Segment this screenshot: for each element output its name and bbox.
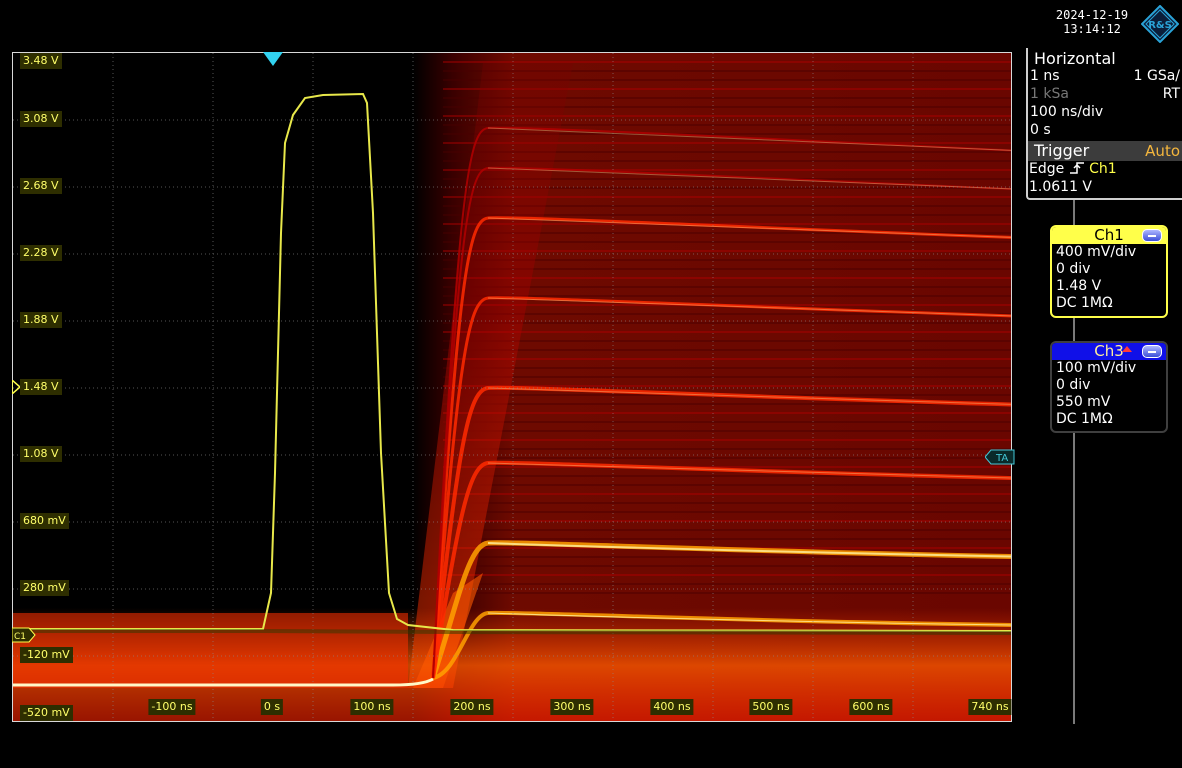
ta-marker-label: TA — [995, 453, 1008, 464]
ch1-ground-marker-icon[interactable]: C1 — [12, 627, 36, 643]
persistence-streaks — [443, 61, 1011, 594]
horizontal-row-resolution: 1 ns 1 GSa/ — [1030, 68, 1180, 85]
ch1-position: 0 div — [1056, 261, 1091, 277]
record-length-value: 1 kSa — [1030, 86, 1069, 102]
x-axis-label: 600 ns — [849, 699, 893, 715]
ch1-scale: 400 mV/div — [1056, 244, 1137, 260]
trigger-type: Edge — [1029, 161, 1065, 177]
y-axis-label: 1.88 V — [20, 312, 62, 328]
ch3-title: Ch3 — [1094, 342, 1124, 360]
ch3-coupling: DC 1MΩ — [1056, 411, 1113, 427]
x-axis-label: -100 ns — [148, 699, 196, 715]
date-text: 2024-12-19 — [1055, 8, 1129, 22]
ch3-offset: 550 mV — [1056, 394, 1111, 410]
horizontal-row-record: 1 kSa RT — [1030, 86, 1180, 103]
trigger-row-edge[interactable]: Edge Ch1 — [1029, 161, 1179, 178]
ch1-marker-label: C1 — [14, 632, 26, 642]
logo-text: R&S — [1148, 20, 1172, 31]
y-axis-label: -120 mV — [20, 647, 73, 663]
y-axis-label: 2.68 V — [20, 178, 62, 194]
trigger-title: Trigger — [1034, 141, 1090, 160]
ta-marker-icon[interactable]: TA — [985, 449, 1015, 465]
horizontal-panel[interactable]: Horizontal 1 ns 1 GSa/ 1 kSa RT 100 ns/d… — [1026, 48, 1182, 200]
y-axis-label: 280 mV — [20, 580, 69, 596]
waveform-display[interactable] — [12, 52, 1012, 722]
x-axis-label: 740 ns — [968, 699, 1012, 715]
ch1-title: Ch1 — [1094, 226, 1124, 244]
trigger-position-icon[interactable] — [263, 52, 283, 68]
ch1-minimize-button[interactable] — [1142, 229, 1162, 242]
ch1-header[interactable]: Ch1 — [1052, 227, 1166, 244]
ch3-position: 0 div — [1056, 377, 1091, 393]
ch3-header[interactable]: Ch3 — [1052, 343, 1166, 360]
ch3-settings-box[interactable]: Ch3 100 mV/div 0 div 550 mV DC 1MΩ — [1050, 341, 1168, 433]
ch1-trace-shadow — [13, 629, 1011, 635]
time-text: 13:14:12 — [1063, 22, 1121, 36]
baseline-band-left — [13, 613, 408, 688]
ch3-offscreen-up-icon — [1122, 346, 1132, 352]
x-axis-label: 400 ns — [650, 699, 694, 715]
rohde-schwarz-logo-icon: R&S — [1141, 5, 1179, 43]
acq-mode-value: RT — [1162, 86, 1180, 102]
gridlines — [13, 53, 1011, 721]
rising-edge-icon — [1069, 162, 1084, 174]
x-axis-label: 300 ns — [550, 699, 594, 715]
y-axis-label: 680 mV — [20, 513, 69, 529]
ch1-offset: 1.48 V — [1056, 278, 1102, 294]
ch3-scale: 100 mV/div — [1056, 360, 1137, 376]
time-scale-value: 100 ns/div — [1030, 104, 1104, 120]
y-axis-label: 3.08 V — [20, 111, 62, 127]
horizontal-title: Horizontal — [1034, 49, 1116, 68]
trigger-level-value: 1.0611 V — [1029, 179, 1093, 195]
y-axis-label: 2.28 V — [20, 245, 62, 261]
x-axis-label: 200 ns — [450, 699, 494, 715]
sample-rate-value: 1 GSa/ — [1133, 68, 1180, 84]
x-axis-label: 0 s — [260, 699, 284, 715]
trigger-mode[interactable]: Auto — [1145, 142, 1180, 160]
y-axis-label: -520 mV — [20, 705, 73, 721]
y-axis-label: 3.48 V — [20, 53, 62, 69]
timestamp: 2024-12-19 13:14:12 — [1042, 8, 1142, 36]
bottom-trace — [13, 677, 434, 687]
ch1-coupling: DC 1MΩ — [1056, 295, 1113, 311]
ch1-settings-box[interactable]: Ch1 400 mV/div 0 div 1.48 V DC 1MΩ — [1050, 225, 1168, 318]
ch3-minimize-button[interactable] — [1142, 345, 1162, 358]
waveform-plot — [13, 53, 1011, 721]
trigger-source: Ch1 — [1089, 161, 1117, 177]
trigger-header[interactable]: Trigger Auto — [1028, 141, 1182, 161]
y-axis-label: 1.48 V — [20, 379, 62, 395]
ch1-trace — [13, 92, 1011, 632]
x-axis-label: 100 ns — [350, 699, 394, 715]
resolution-value: 1 ns — [1030, 68, 1060, 84]
x-axis-label: 500 ns — [749, 699, 793, 715]
trigger-level-icon[interactable] — [12, 380, 20, 394]
y-axis-label: 1.08 V — [20, 446, 62, 462]
horizontal-position-value: 0 s — [1030, 122, 1051, 138]
settling-curves — [430, 126, 1011, 680]
